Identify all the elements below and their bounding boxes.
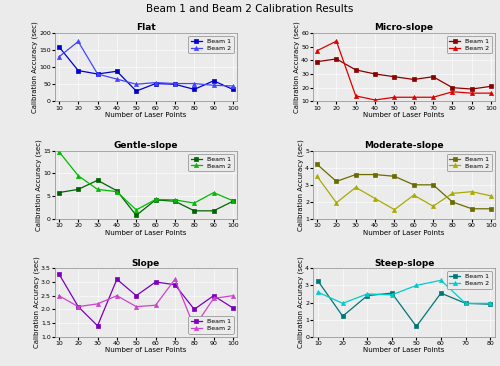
Title: Flat: Flat bbox=[136, 23, 156, 32]
Legend: Beam 1, Beam 2: Beam 1, Beam 2 bbox=[446, 154, 492, 171]
Text: Beam 1 and Beam 2 Calibration Results: Beam 1 and Beam 2 Calibration Results bbox=[146, 4, 354, 14]
Title: Gentle-slope: Gentle-slope bbox=[114, 141, 178, 150]
X-axis label: Number of Laser Points: Number of Laser Points bbox=[364, 112, 445, 118]
Y-axis label: Calibration Accuracy (sec): Calibration Accuracy (sec) bbox=[35, 139, 42, 231]
Y-axis label: Calibration Accuracy (sec): Calibration Accuracy (sec) bbox=[33, 257, 40, 348]
X-axis label: Number of Laser Points: Number of Laser Points bbox=[105, 112, 186, 118]
X-axis label: Number of Laser Points: Number of Laser Points bbox=[105, 347, 186, 353]
Y-axis label: Calibration Accuracy (sec): Calibration Accuracy (sec) bbox=[297, 257, 304, 348]
Title: Micro-slope: Micro-slope bbox=[374, 23, 434, 32]
Title: Moderate-slope: Moderate-slope bbox=[364, 141, 444, 150]
Legend: Beam 1, Beam 2: Beam 1, Beam 2 bbox=[188, 154, 234, 171]
Y-axis label: Calibration Accuracy (sec): Calibration Accuracy (sec) bbox=[294, 21, 300, 113]
Title: Slope: Slope bbox=[132, 258, 160, 268]
Title: Steep-slope: Steep-slope bbox=[374, 258, 434, 268]
Y-axis label: Calibration Accuracy (sec): Calibration Accuracy (sec) bbox=[31, 21, 38, 113]
Legend: Beam 1, Beam 2: Beam 1, Beam 2 bbox=[446, 36, 492, 53]
Legend: Beam 1, Beam 2: Beam 1, Beam 2 bbox=[188, 36, 234, 53]
Legend: Beam 1, Beam 2: Beam 1, Beam 2 bbox=[446, 272, 492, 289]
Y-axis label: Calibration Accuracy (sec): Calibration Accuracy (sec) bbox=[297, 139, 304, 231]
X-axis label: Number of Laser Points: Number of Laser Points bbox=[105, 229, 186, 236]
X-axis label: Number of Laser Points: Number of Laser Points bbox=[364, 229, 445, 236]
X-axis label: Number of Laser Points: Number of Laser Points bbox=[364, 347, 445, 353]
Legend: Beam 1, Beam 2: Beam 1, Beam 2 bbox=[188, 316, 234, 333]
